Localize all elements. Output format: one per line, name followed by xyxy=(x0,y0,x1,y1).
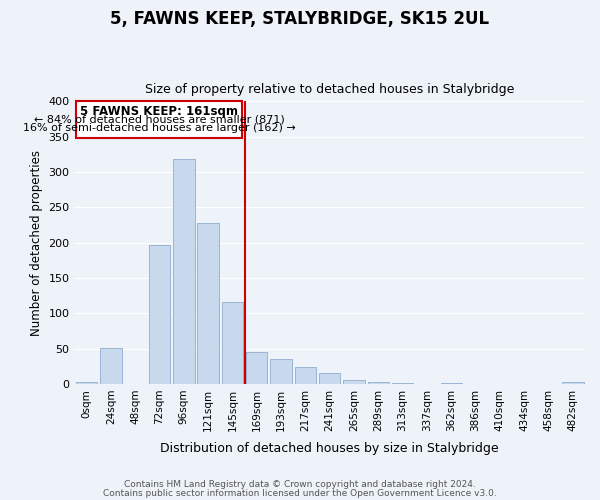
Bar xyxy=(392,383,413,384)
Text: Contains HM Land Registry data © Crown copyright and database right 2024.: Contains HM Land Registry data © Crown c… xyxy=(124,480,476,489)
Bar xyxy=(149,246,170,384)
Y-axis label: Number of detached properties: Number of detached properties xyxy=(30,150,43,336)
Text: 5 FAWNS KEEP: 161sqm: 5 FAWNS KEEP: 161sqm xyxy=(80,105,238,118)
Text: 16% of semi-detached houses are larger (162) →: 16% of semi-detached houses are larger (… xyxy=(23,123,295,133)
Bar xyxy=(246,352,268,384)
Bar xyxy=(173,160,194,384)
X-axis label: Distribution of detached houses by size in Stalybridge: Distribution of detached houses by size … xyxy=(160,442,499,455)
Title: Size of property relative to detached houses in Stalybridge: Size of property relative to detached ho… xyxy=(145,83,514,96)
Bar xyxy=(100,348,122,384)
Text: ← 84% of detached houses are smaller (871): ← 84% of detached houses are smaller (87… xyxy=(34,114,284,124)
Text: 5, FAWNS KEEP, STALYBRIDGE, SK15 2UL: 5, FAWNS KEEP, STALYBRIDGE, SK15 2UL xyxy=(110,10,490,28)
Bar xyxy=(271,359,292,384)
Bar xyxy=(440,383,462,384)
Bar xyxy=(319,374,340,384)
Bar xyxy=(222,302,243,384)
Bar xyxy=(76,382,97,384)
Bar xyxy=(562,382,584,384)
Text: Contains public sector information licensed under the Open Government Licence v3: Contains public sector information licen… xyxy=(103,490,497,498)
Bar xyxy=(343,380,365,384)
Bar xyxy=(76,102,242,138)
Bar xyxy=(295,367,316,384)
Bar xyxy=(368,382,389,384)
Bar xyxy=(197,223,219,384)
